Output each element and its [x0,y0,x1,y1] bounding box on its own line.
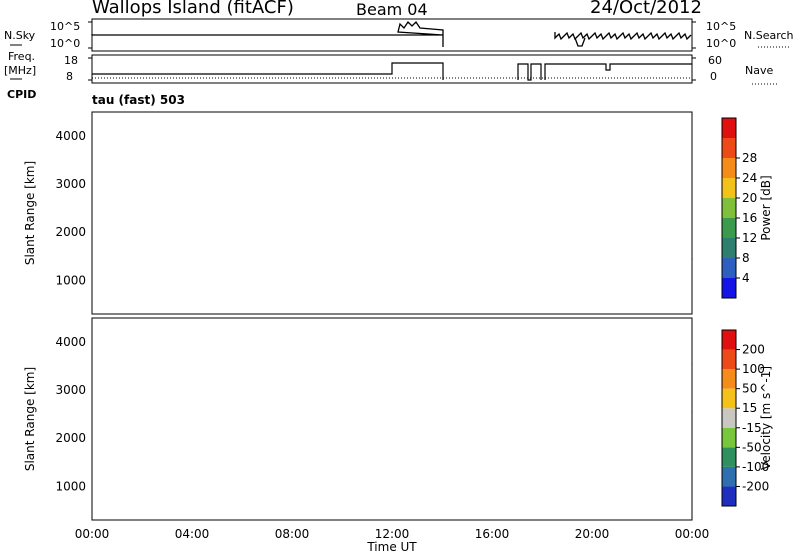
freq-tick-bottom: 8 [66,70,73,83]
nsearch-label: N.Search [744,29,794,42]
freq-label-2: [MHz] [4,64,37,77]
freq-trace [92,62,444,80]
cpid-value: tau (fast) 503 [92,93,185,107]
nsearch-tick-top: 10^5 [706,20,737,33]
beam-label: Beam 04 [356,0,428,19]
freq-trace-late [544,63,692,80]
nsky-tick-top: 10^5 [50,20,81,33]
nsky-dip [574,37,586,47]
nave-label: Nave [745,64,774,77]
freq-label-1: Freq. [8,50,36,63]
freq-panel-frame [91,54,693,84]
nave-tick-top: 60 [708,54,722,67]
date-label: 24/Oct/2012 [590,0,702,18]
nsearch-tick-bottom: 10^0 [706,37,737,50]
nave-tick-bottom: 0 [710,70,717,83]
nsky-trace [91,20,444,47]
nsky-trace-late [554,31,692,41]
cpid-label: CPID [7,88,37,101]
freq-trace-mid [517,63,542,81]
nsky-tick-bottom: 10^0 [50,37,81,50]
plot-title: Wallops Island (fitACF) [92,0,294,18]
freq-tick-top: 18 [64,54,78,67]
nsky-label: N.Sky [4,29,36,42]
